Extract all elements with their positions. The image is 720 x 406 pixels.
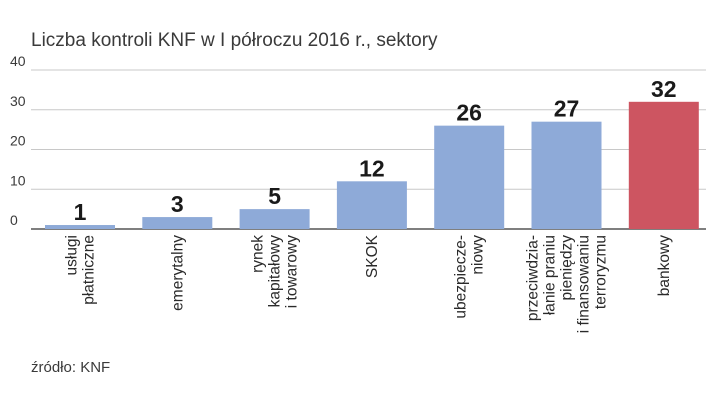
- bars: [45, 101, 699, 229]
- category-label: ubezpiecze-niowy: [453, 235, 487, 319]
- category-label-line: kapitałowy: [267, 235, 284, 308]
- y-tick-label: 30: [10, 93, 26, 109]
- value-label: 5: [268, 183, 281, 209]
- value-label: 3: [171, 191, 184, 217]
- bar: [434, 125, 505, 229]
- category-labels: usługi płatniczne emerytalny rynek kapitałow…: [64, 234, 673, 333]
- bar: [239, 209, 310, 229]
- bar: [142, 217, 213, 229]
- category-label-line: emerytalny: [169, 235, 186, 311]
- y-tick-label: 10: [10, 172, 26, 188]
- value-label: 27: [554, 96, 580, 122]
- category-label-line: niowy: [470, 235, 487, 275]
- category-label-line: rynek: [250, 235, 267, 273]
- category-label-line: i towarowy: [284, 235, 301, 308]
- value-label: 1: [74, 199, 87, 225]
- value-label: 12: [359, 155, 385, 181]
- y-tick-label: 20: [10, 133, 26, 149]
- category-label: emerytalny: [169, 235, 186, 311]
- category-label-line: terroryzmu: [593, 235, 610, 309]
- category-label-line: ubezpiecze-: [453, 235, 470, 319]
- bar: [531, 121, 602, 229]
- category-label-line: płatniczne: [81, 235, 98, 305]
- category-label: SKOK: [364, 234, 381, 278]
- category-label: przeciwdzia-łanie praniu pieniędzy i finan…: [525, 235, 610, 333]
- category-label-line: pieniędzy: [559, 235, 576, 301]
- y-axis-ticks: 0 10 20 30 40: [10, 53, 26, 228]
- bar: [628, 101, 699, 229]
- category-label-line: bankowy: [656, 235, 673, 296]
- category-label: bankowy: [656, 235, 673, 296]
- value-labels: 1 3 5 12 26 27 32: [74, 76, 677, 225]
- chart-title: Liczba kontroli KNF w I półroczu 2016 r.…: [31, 30, 438, 51]
- y-tick-label: 0: [10, 212, 18, 228]
- category-label-line: przeciwdzia-: [525, 235, 542, 321]
- source-note: źródło: KNF: [31, 359, 111, 376]
- bar: [45, 225, 115, 229]
- y-tick-label: 40: [10, 53, 26, 69]
- category-label-line: łanie praniu: [542, 235, 559, 315]
- category-label: rynek kapitałowy i towarowy: [250, 235, 301, 308]
- value-label: 26: [456, 100, 482, 126]
- value-label: 32: [651, 76, 677, 102]
- category-label-line: SKOK: [364, 234, 381, 278]
- category-label-line: usługi: [64, 235, 81, 276]
- category-label: usługi płatniczne: [64, 235, 98, 305]
- bar: [336, 181, 407, 229]
- category-label-line: i finansowaniu: [576, 235, 593, 333]
